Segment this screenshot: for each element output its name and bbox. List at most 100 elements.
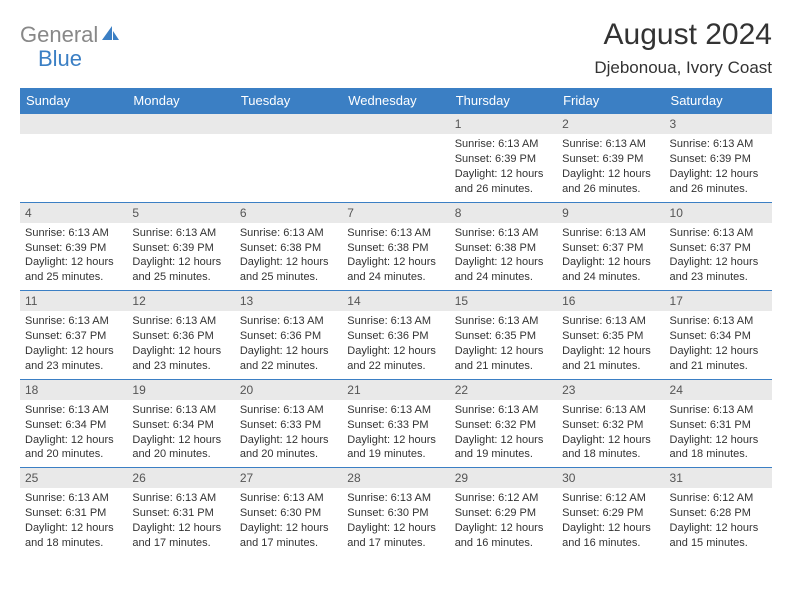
day-body (20, 134, 127, 142)
daylight-text: Daylight: 12 hours and 21 minutes. (562, 344, 659, 374)
daylight-text: Daylight: 12 hours and 19 minutes. (347, 433, 444, 463)
day-number: 20 (235, 380, 342, 400)
sunset-text: Sunset: 6:39 PM (25, 241, 122, 256)
day-body (342, 134, 449, 142)
day-cell: 2Sunrise: 6:13 AMSunset: 6:39 PMDaylight… (557, 114, 664, 202)
sunset-text: Sunset: 6:39 PM (670, 152, 767, 167)
logo: General (20, 22, 122, 48)
daylight-text: Daylight: 12 hours and 24 minutes. (562, 255, 659, 285)
day-number: 14 (342, 291, 449, 311)
day-body: Sunrise: 6:13 AMSunset: 6:30 PMDaylight:… (342, 488, 449, 555)
day-number: 6 (235, 203, 342, 223)
day-number: . (342, 114, 449, 134)
day-cell: 1Sunrise: 6:13 AMSunset: 6:39 PMDaylight… (450, 114, 557, 202)
day-body: Sunrise: 6:13 AMSunset: 6:32 PMDaylight:… (557, 400, 664, 467)
sunset-text: Sunset: 6:31 PM (670, 418, 767, 433)
day-cell: 13Sunrise: 6:13 AMSunset: 6:36 PMDayligh… (235, 291, 342, 379)
day-body: Sunrise: 6:13 AMSunset: 6:31 PMDaylight:… (127, 488, 234, 555)
daylight-text: Daylight: 12 hours and 26 minutes. (562, 167, 659, 197)
sunrise-text: Sunrise: 6:13 AM (670, 137, 767, 152)
day-body: Sunrise: 6:13 AMSunset: 6:37 PMDaylight:… (557, 223, 664, 290)
sunrise-text: Sunrise: 6:13 AM (347, 491, 444, 506)
sunrise-text: Sunrise: 6:13 AM (25, 226, 122, 241)
daylight-text: Daylight: 12 hours and 19 minutes. (455, 433, 552, 463)
day-cell: 22Sunrise: 6:13 AMSunset: 6:32 PMDayligh… (450, 380, 557, 468)
sunset-text: Sunset: 6:37 PM (670, 241, 767, 256)
weekday-friday: Friday (557, 88, 664, 113)
day-number: 8 (450, 203, 557, 223)
day-cell: 7Sunrise: 6:13 AMSunset: 6:38 PMDaylight… (342, 203, 449, 291)
day-cell: 29Sunrise: 6:12 AMSunset: 6:29 PMDayligh… (450, 468, 557, 556)
sunrise-text: Sunrise: 6:13 AM (132, 403, 229, 418)
day-body: Sunrise: 6:12 AMSunset: 6:28 PMDaylight:… (665, 488, 772, 555)
day-body: Sunrise: 6:13 AMSunset: 6:32 PMDaylight:… (450, 400, 557, 467)
sunset-text: Sunset: 6:34 PM (132, 418, 229, 433)
daylight-text: Daylight: 12 hours and 26 minutes. (455, 167, 552, 197)
daylight-text: Daylight: 12 hours and 21 minutes. (455, 344, 552, 374)
day-cell: 26Sunrise: 6:13 AMSunset: 6:31 PMDayligh… (127, 468, 234, 556)
day-number: 7 (342, 203, 449, 223)
day-body: Sunrise: 6:13 AMSunset: 6:35 PMDaylight:… (557, 311, 664, 378)
sunset-text: Sunset: 6:39 PM (132, 241, 229, 256)
week-row: ....1Sunrise: 6:13 AMSunset: 6:39 PMDayl… (20, 113, 772, 202)
daylight-text: Daylight: 12 hours and 18 minutes. (670, 433, 767, 463)
day-body: Sunrise: 6:13 AMSunset: 6:33 PMDaylight:… (235, 400, 342, 467)
sunrise-text: Sunrise: 6:13 AM (562, 403, 659, 418)
sunset-text: Sunset: 6:30 PM (347, 506, 444, 521)
logo-text-blue: Blue (38, 46, 82, 72)
day-body: Sunrise: 6:13 AMSunset: 6:36 PMDaylight:… (127, 311, 234, 378)
day-cell: 20Sunrise: 6:13 AMSunset: 6:33 PMDayligh… (235, 380, 342, 468)
daylight-text: Daylight: 12 hours and 22 minutes. (347, 344, 444, 374)
day-number: 5 (127, 203, 234, 223)
daylight-text: Daylight: 12 hours and 22 minutes. (240, 344, 337, 374)
day-cell: 23Sunrise: 6:13 AMSunset: 6:32 PMDayligh… (557, 380, 664, 468)
day-cell: 6Sunrise: 6:13 AMSunset: 6:38 PMDaylight… (235, 203, 342, 291)
day-number: 28 (342, 468, 449, 488)
weekday-header: Sunday Monday Tuesday Wednesday Thursday… (20, 88, 772, 113)
sunrise-text: Sunrise: 6:13 AM (455, 226, 552, 241)
daylight-text: Daylight: 12 hours and 20 minutes. (25, 433, 122, 463)
month-title: August 2024 (594, 18, 772, 52)
daylight-text: Daylight: 12 hours and 17 minutes. (132, 521, 229, 551)
day-cell: . (235, 114, 342, 202)
sunrise-text: Sunrise: 6:13 AM (240, 491, 337, 506)
day-number: 27 (235, 468, 342, 488)
day-cell: 10Sunrise: 6:13 AMSunset: 6:37 PMDayligh… (665, 203, 772, 291)
sunrise-text: Sunrise: 6:13 AM (25, 314, 122, 329)
day-body: Sunrise: 6:13 AMSunset: 6:38 PMDaylight:… (235, 223, 342, 290)
sunrise-text: Sunrise: 6:13 AM (25, 491, 122, 506)
daylight-text: Daylight: 12 hours and 18 minutes. (562, 433, 659, 463)
day-body: Sunrise: 6:13 AMSunset: 6:38 PMDaylight:… (450, 223, 557, 290)
sunrise-text: Sunrise: 6:13 AM (132, 226, 229, 241)
sunset-text: Sunset: 6:36 PM (240, 329, 337, 344)
day-number: 26 (127, 468, 234, 488)
day-cell: 27Sunrise: 6:13 AMSunset: 6:30 PMDayligh… (235, 468, 342, 556)
daylight-text: Daylight: 12 hours and 20 minutes. (240, 433, 337, 463)
day-cell: 25Sunrise: 6:13 AMSunset: 6:31 PMDayligh… (20, 468, 127, 556)
daylight-text: Daylight: 12 hours and 16 minutes. (562, 521, 659, 551)
day-cell: 8Sunrise: 6:13 AMSunset: 6:38 PMDaylight… (450, 203, 557, 291)
day-body: Sunrise: 6:13 AMSunset: 6:39 PMDaylight:… (450, 134, 557, 201)
day-number: 4 (20, 203, 127, 223)
daylight-text: Daylight: 12 hours and 21 minutes. (670, 344, 767, 374)
sunrise-text: Sunrise: 6:13 AM (562, 137, 659, 152)
day-number: 24 (665, 380, 772, 400)
sunrise-text: Sunrise: 6:13 AM (670, 403, 767, 418)
day-body: Sunrise: 6:13 AMSunset: 6:34 PMDaylight:… (665, 311, 772, 378)
daylight-text: Daylight: 12 hours and 23 minutes. (25, 344, 122, 374)
sunrise-text: Sunrise: 6:13 AM (132, 314, 229, 329)
sunset-text: Sunset: 6:39 PM (455, 152, 552, 167)
sunrise-text: Sunrise: 6:13 AM (240, 314, 337, 329)
sunrise-text: Sunrise: 6:13 AM (455, 314, 552, 329)
sunset-text: Sunset: 6:29 PM (562, 506, 659, 521)
day-number: 25 (20, 468, 127, 488)
day-body: Sunrise: 6:13 AMSunset: 6:39 PMDaylight:… (557, 134, 664, 201)
day-body: Sunrise: 6:13 AMSunset: 6:39 PMDaylight:… (20, 223, 127, 290)
daylight-text: Daylight: 12 hours and 18 minutes. (25, 521, 122, 551)
sunset-text: Sunset: 6:36 PM (347, 329, 444, 344)
day-number: 17 (665, 291, 772, 311)
sunrise-text: Sunrise: 6:13 AM (455, 403, 552, 418)
day-body: Sunrise: 6:12 AMSunset: 6:29 PMDaylight:… (450, 488, 557, 555)
day-number: 19 (127, 380, 234, 400)
day-body: Sunrise: 6:13 AMSunset: 6:38 PMDaylight:… (342, 223, 449, 290)
